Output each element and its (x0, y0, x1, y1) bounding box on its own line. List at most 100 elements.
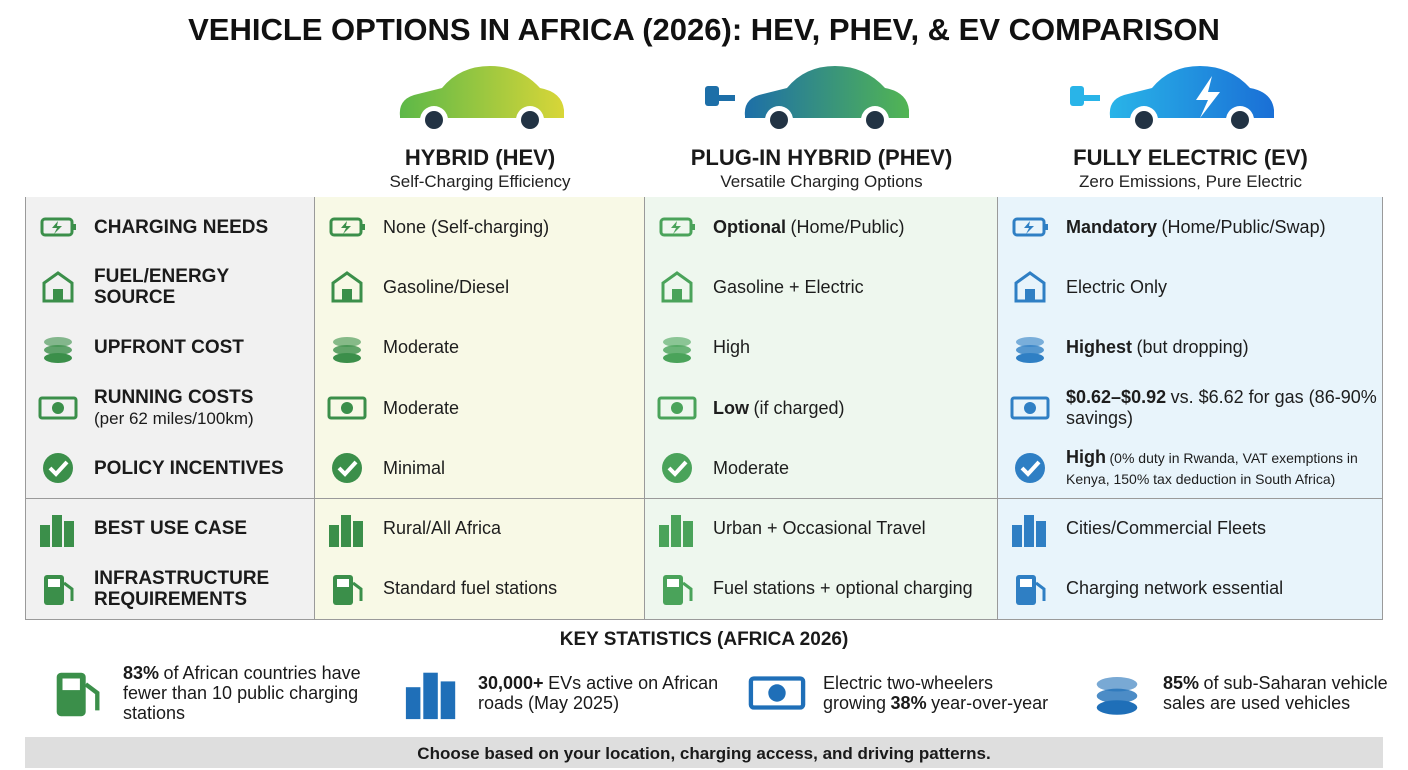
icon (1096, 677, 1138, 715)
text-segment: (0% duty in Rwanda, VAT exemptions in Ke… (1066, 450, 1358, 488)
text-segment: Low (713, 397, 749, 418)
icon (331, 271, 363, 303)
row-label: BEST USE CASE (25, 498, 315, 560)
text: 30,000+ EVs active on African roads (May … (478, 673, 730, 713)
text: Gasoline + Electric (713, 277, 864, 298)
table-cell: Optional (Home/Public) (645, 197, 998, 259)
table-cell: None (Self-charging) (315, 197, 645, 259)
table-cell: Gasoline/Diesel (315, 257, 645, 319)
text-segment: Fuel stations + optional charging (713, 578, 973, 599)
text: Gasoline/Diesel (383, 277, 509, 298)
text-segment: Mandatory (1066, 216, 1158, 237)
text: Urban + Occasional Travel (713, 518, 926, 539)
stat: Electric two-wheelers growing 38% year-ove… (735, 658, 1075, 728)
text: FUEL/ENERGY SOURCE (94, 266, 314, 308)
icon (662, 453, 692, 484)
text: Electric Only (1066, 277, 1167, 298)
icon (40, 217, 76, 237)
icon (44, 336, 72, 363)
text: None (Self-charging) (383, 217, 549, 238)
text: POLICY INCENTIVES (94, 458, 284, 479)
text-segment: of sub-Saharan vehicle sales are used ve… (1163, 673, 1388, 713)
icon (1012, 514, 1046, 547)
column-subtitle: Versatile Charging Options (720, 172, 923, 191)
text-segment: Rural/All Africa (383, 518, 502, 539)
row-label: FUEL/ENERGY SOURCE (25, 257, 315, 319)
text-segment: year-over-year (931, 693, 1049, 713)
icon (43, 453, 73, 484)
text: $0.62–$0.92 vs. $6.62 for gas (86-90% sav… (1066, 387, 1382, 429)
text: Moderate (713, 458, 789, 479)
icon (748, 676, 806, 710)
row-title: FUEL/ENERGY SOURCE (94, 266, 229, 309)
text: 85% of sub-Saharan vehicle sales are used… (1163, 673, 1408, 713)
column-name: FULLY ELECTRIC (EV) (1073, 145, 1308, 170)
table-cell: Moderate (315, 377, 645, 440)
icon (327, 396, 367, 420)
row-title: RUNNING COSTS (94, 387, 254, 409)
icon (1010, 396, 1050, 420)
text: Moderate (383, 337, 459, 358)
text-segment: (if charged) (753, 397, 845, 418)
table-cell: Moderate (315, 317, 645, 379)
row-title: BEST USE CASE (94, 518, 248, 540)
ev-car-icon (1070, 58, 1280, 138)
row-label: RUNNING COSTS (per 62 miles/100km) (25, 377, 315, 440)
icon (333, 336, 361, 363)
icon (663, 574, 693, 605)
text-segment: High (713, 337, 751, 358)
hev-car-icon (390, 58, 570, 138)
text-segment: 83% (123, 663, 160, 683)
text-segment: Charging network essential (1066, 578, 1284, 599)
icon (659, 514, 693, 547)
table-cell: Rural/All Africa (315, 498, 645, 560)
text-segment: Gasoline/Diesel (383, 276, 510, 297)
stat: 83% of African countries have fewer than … (35, 658, 375, 728)
icon (1014, 271, 1046, 303)
icon (42, 271, 74, 303)
table-cell: Gasoline + Electric (645, 257, 998, 319)
text: 83% of African countries have fewer than … (123, 663, 375, 723)
icon (1012, 217, 1048, 237)
text-segment: Standard fuel stations (383, 578, 558, 599)
text-segment: 85% (1163, 673, 1200, 693)
text-segment: Highest (1066, 337, 1133, 358)
text: High (0% duty in Rwanda, VAT exemptions i… (1066, 447, 1382, 489)
table-cell: Electric Only (998, 257, 1383, 319)
text-segment: Moderate (383, 337, 460, 358)
table-cell: Moderate (645, 438, 998, 500)
text: Standard fuel stations (383, 578, 557, 599)
row-label: UPFRONT COST (25, 317, 315, 379)
text-segment: (Home/Public/Swap) (1161, 216, 1326, 237)
text: Rural/All Africa (383, 518, 501, 539)
column-subtitle: Zero Emissions, Pure Electric (1079, 172, 1302, 191)
text-segment: 30,000+ (478, 673, 544, 693)
row-title: INFRASTRUCTURE REQUIREMENTS (94, 567, 270, 610)
text-segment: (Home/Public) (790, 216, 905, 237)
table-cell: Charging network essential (998, 558, 1383, 621)
icon (44, 574, 74, 605)
text-segment: Gasoline + Electric (713, 276, 864, 297)
text: UPFRONT COST (94, 337, 244, 358)
text-segment: $0.62–$0.92 (1066, 387, 1167, 408)
icon (56, 672, 100, 717)
text-segment: Moderate (713, 457, 790, 478)
stats-title: KEY STATISTICS (AFRICA 2026) (559, 629, 849, 650)
row-label: POLICY INCENTIVES (25, 438, 315, 500)
row-title: POLICY INCENTIVES (94, 457, 284, 479)
text: RUNNING COSTS (per 62 miles/100km) (94, 387, 254, 429)
stat: 85% of sub-Saharan vehicle sales are used… (1075, 658, 1408, 728)
icon (329, 217, 365, 237)
text-segment: High (1066, 447, 1106, 468)
row-title: CHARGING NEEDS (94, 216, 269, 238)
table-cell: Minimal (315, 438, 645, 500)
table-cell: Fuel stations + optional charging (645, 558, 998, 621)
icon (333, 574, 363, 605)
text: CHARGING NEEDS (94, 217, 268, 238)
text-segment: Urban + Occasional Travel (713, 518, 926, 539)
icon (405, 672, 456, 720)
text: Optional (Home/Public) (713, 217, 905, 238)
table-cell: Highest (but dropping) (998, 317, 1383, 379)
text: Electric two-wheelers growing 38% year-ove… (823, 673, 1075, 713)
